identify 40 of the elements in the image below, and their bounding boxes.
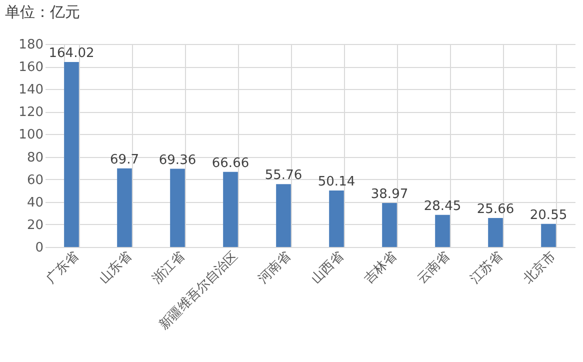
bar bbox=[488, 218, 503, 247]
bar bbox=[329, 190, 344, 247]
y-tick-label: 100 bbox=[18, 128, 44, 143]
bar bbox=[541, 224, 556, 247]
bar bbox=[64, 62, 79, 247]
data-label: 55.76 bbox=[264, 168, 302, 184]
bar bbox=[117, 168, 132, 247]
data-label: 50.14 bbox=[318, 174, 356, 190]
x-tick-label: 河南省 bbox=[256, 248, 294, 287]
x-tick-label: 吉林省 bbox=[362, 248, 400, 287]
y-tick-label: 160 bbox=[18, 60, 44, 76]
bar bbox=[170, 168, 185, 247]
x-tick-label: 江苏省 bbox=[468, 248, 506, 287]
x-tick-label: 广东省 bbox=[44, 248, 82, 287]
x-tick-label: 山东省 bbox=[96, 248, 135, 287]
x-tick-label: 浙江省 bbox=[150, 248, 188, 287]
y-tick-label: 140 bbox=[18, 82, 44, 98]
data-label: 69.7 bbox=[110, 152, 139, 168]
data-label: 66.66 bbox=[212, 156, 250, 171]
y-tick-label: 20 bbox=[26, 218, 44, 233]
data-label: 164.02 bbox=[48, 46, 94, 62]
y-tick-label: 0 bbox=[35, 240, 44, 256]
data-label: 69.36 bbox=[158, 152, 196, 168]
y-tick-label: 120 bbox=[18, 105, 44, 120]
chart-title: 单位：亿元 bbox=[5, 3, 80, 21]
x-tick-label: 北京市 bbox=[520, 248, 559, 287]
bar bbox=[276, 184, 291, 247]
x-tick-label: 云南省 bbox=[414, 248, 453, 287]
data-label: 20.55 bbox=[530, 208, 568, 223]
y-tick-label: 60 bbox=[26, 172, 44, 188]
bar bbox=[223, 172, 238, 247]
bar bbox=[382, 203, 397, 247]
y-tick-label: 80 bbox=[26, 150, 44, 166]
data-label: 38.97 bbox=[370, 187, 408, 202]
data-label: 25.66 bbox=[476, 202, 514, 218]
x-tick-label: 山西省 bbox=[308, 248, 347, 287]
y-tick-label: 40 bbox=[26, 195, 44, 210]
y-tick-label: 180 bbox=[18, 38, 44, 52]
bar bbox=[435, 214, 450, 247]
data-label: 28.45 bbox=[424, 198, 462, 214]
